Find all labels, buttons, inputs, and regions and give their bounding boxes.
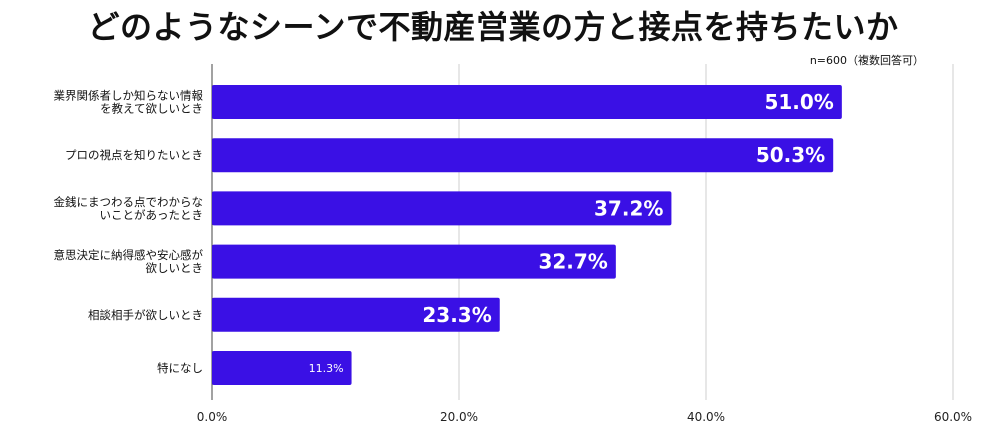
- category-label: 意思決定に納得感や安心感が: [54, 248, 204, 262]
- category-label: 欲しいとき: [146, 261, 204, 275]
- category-label: 相談相手が欲しいとき: [88, 308, 203, 322]
- category-label: を教えて欲しいとき: [100, 102, 203, 116]
- data-label: 32.7%: [538, 250, 607, 274]
- data-label: 37.2%: [594, 196, 663, 220]
- x-tick-label: 40.0%: [687, 410, 725, 424]
- chart-title: どのようなシーンで不動産営業の方と接点を持ちたいか: [87, 8, 899, 46]
- category-label: 業界関係者しか知らない情報: [54, 89, 204, 103]
- bar: [212, 351, 352, 385]
- bar: [212, 297, 500, 332]
- x-tick-label: 0.0%: [197, 410, 228, 424]
- bar: [212, 138, 834, 173]
- bar: [212, 85, 842, 119]
- category-label: 金銭にまつわる点でわからな: [54, 195, 204, 209]
- sample-size-note: n=600（複数回答可）: [809, 54, 924, 67]
- x-tick-label: 20.0%: [440, 410, 478, 424]
- bar: [212, 191, 672, 226]
- category-label: いことがあったとき: [100, 208, 204, 222]
- data-label: 11.3%: [309, 362, 344, 375]
- x-tick-label: 60.0%: [934, 410, 972, 424]
- category-label: 特になし: [157, 361, 203, 375]
- data-label: 23.3%: [422, 303, 491, 327]
- data-label: 50.3%: [756, 143, 825, 167]
- data-label: 51.0%: [764, 90, 833, 114]
- category-label: プロの視点を知りたいとき: [65, 148, 203, 162]
- bar: [212, 244, 616, 279]
